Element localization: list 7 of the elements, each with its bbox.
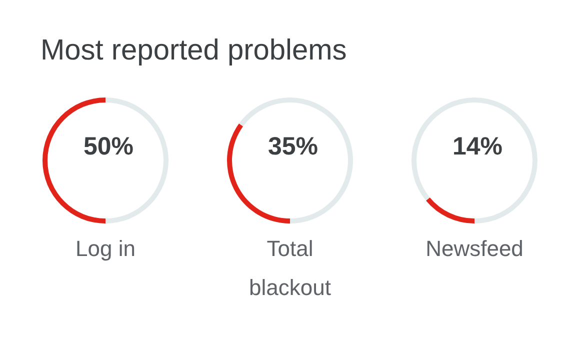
- text: 50%: [83, 132, 134, 160]
- text: Total blackout: [249, 236, 331, 300]
- text: Log in: [76, 236, 136, 261]
- text: Most reported problems: [40, 34, 347, 66]
- text: 35%: [268, 132, 318, 160]
- text: 14%: [452, 132, 503, 160]
- text: Newsfeed: [426, 236, 524, 261]
